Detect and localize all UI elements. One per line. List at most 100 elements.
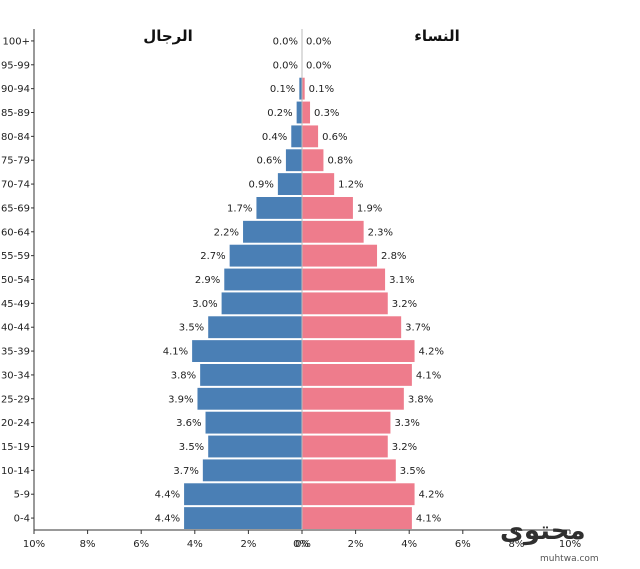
age-label-75-79: 75-79: [1, 156, 30, 167]
age-label-85-89: 85-89: [1, 108, 30, 119]
value-label-men-95-99: 0.0%: [273, 60, 298, 71]
bar-men-70-74: [277, 173, 302, 195]
bar-men-35-39: [192, 340, 302, 362]
title-left: الرجال: [143, 27, 193, 45]
age-label-60-64: 60-64: [1, 227, 30, 238]
age-label-15-19: 15-19: [1, 442, 30, 453]
value-label-men-75-79: 0.6%: [257, 156, 282, 167]
value-label-men-70-74: 0.9%: [248, 180, 273, 191]
bar-men-50-54: [224, 268, 302, 291]
age-label-50-54: 50-54: [1, 275, 30, 286]
age-label-55-59: 55-59: [1, 251, 30, 262]
bar-women-20-24: [302, 411, 391, 434]
value-label-men-20-24: 3.6%: [176, 418, 201, 429]
x-tick-label: 4%: [187, 539, 203, 550]
value-label-women-25-29: 3.8%: [408, 394, 433, 405]
value-label-women-30-34: 4.1%: [416, 370, 441, 381]
value-label-women-45-49: 3.2%: [392, 299, 417, 310]
age-label-80-84: 80-84: [1, 132, 30, 143]
x-tick-label: 0%: [295, 539, 311, 550]
age-label-100+: 100+: [3, 36, 30, 47]
value-label-men-65-69: 1.7%: [227, 203, 252, 214]
bars-layer: [184, 77, 415, 529]
watermark-url: muhtwa.com: [540, 554, 599, 564]
value-label-women-20-24: 3.3%: [394, 418, 419, 429]
value-label-women-70-74: 1.2%: [338, 180, 363, 191]
bar-women-70-74: [302, 173, 335, 195]
value-label-men-25-29: 3.9%: [168, 394, 193, 405]
value-label-women-40-44: 3.7%: [405, 323, 430, 334]
value-label-women-80-84: 0.6%: [322, 132, 347, 143]
bar-men-30-34: [200, 364, 302, 386]
bar-men-0-4: [184, 507, 302, 529]
value-label-women-90-94: 0.1%: [309, 84, 334, 95]
value-label-women-10-14: 3.5%: [400, 466, 425, 477]
bar-men-85-89: [296, 101, 302, 124]
value-label-men-35-39: 4.1%: [163, 347, 188, 358]
bar-men-75-79: [285, 149, 302, 172]
bar-men-80-84: [291, 125, 302, 148]
bar-men-55-59: [229, 244, 302, 267]
bar-women-25-29: [302, 387, 404, 410]
x-tick-label: 2%: [348, 539, 364, 550]
value-label-men-45-49: 3.0%: [192, 299, 217, 310]
value-label-men-55-59: 2.7%: [200, 251, 225, 262]
age-label-0-4: 0-4: [14, 514, 30, 525]
bar-women-40-44: [302, 316, 402, 339]
bar-men-5-9: [184, 483, 302, 506]
value-label-men-60-64: 2.2%: [214, 227, 239, 238]
age-label-95-99: 95-99: [1, 60, 30, 71]
value-label-women-55-59: 2.8%: [381, 251, 406, 262]
value-label-women-0-4: 4.1%: [416, 514, 441, 525]
x-tick-label: 8%: [80, 539, 96, 550]
age-label-10-14: 10-14: [1, 466, 30, 477]
bar-women-10-14: [302, 459, 396, 482]
x-tick-label: 8%: [508, 539, 524, 550]
value-label-men-0-4: 4.4%: [155, 514, 180, 525]
value-label-women-100+: 0.0%: [306, 36, 331, 47]
value-labels: 0.0% 0.0% 0.0% 0.0% 0.1% 0.1% 0.2% 0.3% 0.4% 0.6%…: [155, 36, 444, 524]
bar-women-55-59: [302, 244, 378, 267]
value-label-men-100+: 0.0%: [273, 36, 298, 47]
value-label-men-50-54: 2.9%: [195, 275, 220, 286]
age-label-40-44: 40-44: [1, 323, 30, 334]
bar-men-40-44: [208, 316, 302, 339]
x-tick-label: 2%: [240, 539, 256, 550]
bar-women-75-79: [302, 149, 324, 172]
value-label-men-10-14: 3.7%: [173, 466, 198, 477]
bar-women-15-19: [302, 435, 388, 458]
age-label-35-39: 35-39: [1, 347, 30, 358]
value-label-women-35-39: 4.2%: [419, 347, 444, 358]
bar-men-65-69: [256, 197, 302, 219]
bar-women-30-34: [302, 364, 412, 386]
title-right: النساء: [414, 27, 459, 45]
x-tick-label: 0%: [293, 539, 309, 550]
value-label-men-80-84: 0.4%: [262, 132, 287, 143]
watermark-word: محتوى: [500, 516, 586, 546]
bar-men-60-64: [243, 220, 302, 243]
bar-women-80-84: [302, 125, 319, 148]
bar-women-60-64: [302, 220, 364, 243]
watermark-logo: محتوى muhtwa.com: [500, 516, 638, 566]
bar-men-20-24: [205, 411, 302, 434]
bar-women-5-9: [302, 483, 415, 506]
x-tick-label: 6%: [133, 539, 149, 550]
x-tick-label: 10%: [559, 539, 581, 550]
axes-layer: 10% 8% 6% 4% 2% 0%0% 2% 4% 6% 8% 10%: [23, 29, 581, 550]
value-label-men-85-89: 0.2%: [267, 108, 292, 119]
value-label-women-5-9: 4.2%: [419, 490, 444, 501]
value-label-women-50-54: 3.1%: [389, 275, 414, 286]
bar-women-85-89: [302, 101, 311, 124]
value-label-women-75-79: 0.8%: [327, 156, 352, 167]
bar-women-50-54: [302, 268, 386, 291]
age-label-65-69: 65-69: [1, 203, 30, 214]
age-label-20-24: 20-24: [1, 418, 30, 429]
value-label-women-65-69: 1.9%: [357, 203, 382, 214]
age-label-25-29: 25-29: [1, 394, 30, 405]
age-label-30-34: 30-34: [1, 370, 30, 381]
value-label-men-30-34: 3.8%: [171, 370, 196, 381]
bar-men-10-14: [202, 459, 302, 482]
value-label-women-85-89: 0.3%: [314, 108, 339, 119]
bar-women-90-94: [302, 77, 305, 100]
age-label-45-49: 45-49: [1, 299, 30, 310]
